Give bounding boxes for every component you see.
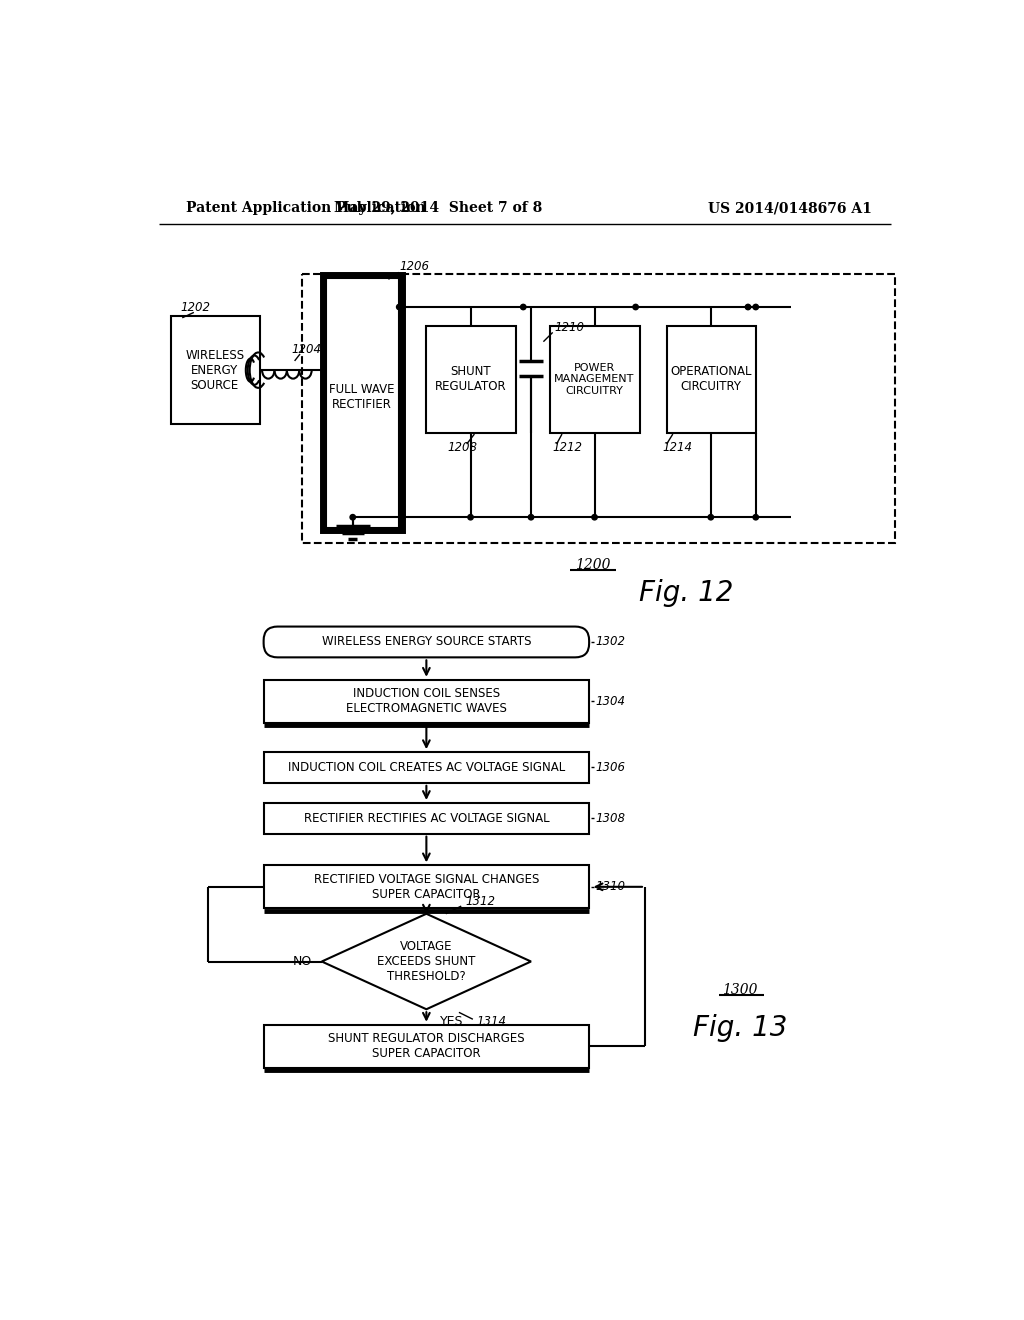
FancyBboxPatch shape bbox=[263, 752, 589, 783]
Text: 1312: 1312 bbox=[465, 895, 496, 908]
FancyBboxPatch shape bbox=[263, 803, 589, 834]
Text: 1314: 1314 bbox=[477, 1015, 507, 1028]
Text: 1308: 1308 bbox=[595, 812, 626, 825]
Text: 1310: 1310 bbox=[595, 880, 626, 894]
Circle shape bbox=[350, 515, 355, 520]
Text: 1204: 1204 bbox=[291, 343, 322, 356]
Text: 1202: 1202 bbox=[180, 301, 211, 314]
Circle shape bbox=[528, 515, 534, 520]
Text: SHUNT REGULATOR DISCHARGES
SUPER CAPACITOR: SHUNT REGULATOR DISCHARGES SUPER CAPACIT… bbox=[328, 1032, 524, 1060]
Text: May 29, 2014  Sheet 7 of 8: May 29, 2014 Sheet 7 of 8 bbox=[334, 202, 542, 215]
Circle shape bbox=[592, 515, 597, 520]
Text: SHUNT
REGULATOR: SHUNT REGULATOR bbox=[435, 366, 506, 393]
FancyBboxPatch shape bbox=[263, 680, 589, 723]
Text: VOLTAGE
EXCEEDS SHUNT
THRESHOLD?: VOLTAGE EXCEEDS SHUNT THRESHOLD? bbox=[377, 940, 475, 983]
Circle shape bbox=[708, 515, 714, 520]
Text: 1210: 1210 bbox=[554, 321, 585, 334]
FancyBboxPatch shape bbox=[263, 627, 589, 657]
FancyBboxPatch shape bbox=[326, 277, 399, 528]
Text: 1304: 1304 bbox=[595, 694, 626, 708]
Text: RECTIFIED VOLTAGE SIGNAL CHANGES
SUPER CAPACITOR: RECTIFIED VOLTAGE SIGNAL CHANGES SUPER C… bbox=[313, 873, 539, 900]
Text: WIRELESS ENERGY SOURCE STARTS: WIRELESS ENERGY SOURCE STARTS bbox=[322, 635, 531, 648]
Circle shape bbox=[396, 305, 402, 310]
Text: POWER
MANAGEMENT
CIRCUITRY: POWER MANAGEMENT CIRCUITRY bbox=[554, 363, 635, 396]
Polygon shape bbox=[322, 913, 531, 1010]
Circle shape bbox=[753, 305, 759, 310]
Text: RECTIFIER RECTIFIES AC VOLTAGE SIGNAL: RECTIFIER RECTIFIES AC VOLTAGE SIGNAL bbox=[303, 812, 549, 825]
Text: 1306: 1306 bbox=[595, 760, 626, 774]
Circle shape bbox=[745, 305, 751, 310]
Text: Fig. 13: Fig. 13 bbox=[693, 1015, 787, 1043]
Text: US 2014/0148676 A1: US 2014/0148676 A1 bbox=[709, 202, 872, 215]
Text: 1302: 1302 bbox=[595, 635, 626, 648]
FancyBboxPatch shape bbox=[426, 326, 515, 433]
Text: INDUCTION COIL SENSES
ELECTROMAGNETIC WAVES: INDUCTION COIL SENSES ELECTROMAGNETIC WA… bbox=[346, 688, 507, 715]
Text: OPERATIONAL
CIRCUITRY: OPERATIONAL CIRCUITRY bbox=[670, 366, 752, 393]
Text: 1206: 1206 bbox=[399, 260, 430, 273]
Circle shape bbox=[468, 515, 473, 520]
Text: 1200: 1200 bbox=[575, 558, 610, 572]
FancyBboxPatch shape bbox=[263, 1024, 589, 1068]
Text: NO: NO bbox=[293, 954, 312, 968]
Text: 1212: 1212 bbox=[553, 441, 583, 454]
FancyBboxPatch shape bbox=[324, 276, 401, 531]
Text: INDUCTION COIL CREATES AC VOLTAGE SIGNAL: INDUCTION COIL CREATES AC VOLTAGE SIGNAL bbox=[288, 760, 565, 774]
Text: Patent Application Publication: Patent Application Publication bbox=[186, 202, 426, 215]
Text: FULL WAVE
RECTIFIER: FULL WAVE RECTIFIER bbox=[330, 383, 395, 411]
Text: Fig. 12: Fig. 12 bbox=[639, 579, 733, 607]
FancyBboxPatch shape bbox=[171, 317, 260, 424]
FancyBboxPatch shape bbox=[550, 326, 640, 433]
Text: YES: YES bbox=[440, 1015, 464, 1028]
Text: 1214: 1214 bbox=[663, 441, 693, 454]
FancyBboxPatch shape bbox=[667, 326, 756, 433]
Circle shape bbox=[633, 305, 638, 310]
Circle shape bbox=[520, 305, 526, 310]
Circle shape bbox=[753, 515, 759, 520]
FancyBboxPatch shape bbox=[263, 866, 589, 908]
Text: WIRELESS
ENERGY
SOURCE: WIRELESS ENERGY SOURCE bbox=[185, 348, 245, 392]
Text: 1208: 1208 bbox=[447, 441, 478, 454]
Text: 1300: 1300 bbox=[723, 983, 758, 997]
